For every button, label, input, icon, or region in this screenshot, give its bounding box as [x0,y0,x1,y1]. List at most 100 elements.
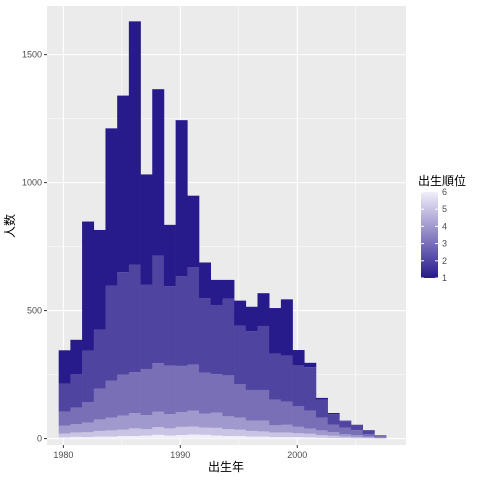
bar-segment-order-3 [128,372,141,414]
bar-segment-order-5 [117,429,130,437]
bar-segment-order-3 [374,436,387,438]
bar-segment-order-2 [175,276,188,366]
bar-segment-order-6 [280,437,293,439]
bar-segment-order-3 [351,430,364,436]
bar-segment-order-1 [199,262,212,299]
bar-segment-order-5 [70,432,83,437]
bar-segment-order-3 [257,389,270,421]
bar-segment-order-4 [315,430,328,436]
bar-segment-order-4 [257,420,270,432]
bar-segment-order-6 [175,435,188,439]
bar-segment-order-1 [117,95,130,273]
bar-segment-order-2 [117,272,130,375]
bar-segment-order-3 [327,424,340,433]
bar-segment-order-5 [374,438,387,439]
bar-segment-order-5 [175,426,188,436]
bar-segment-order-6 [210,435,223,439]
bar-segment-order-4 [140,415,153,430]
bar-segment-order-3 [210,374,223,413]
bar-segment-order-6 [58,437,71,439]
bar-segment-order-4 [187,410,200,427]
bar-segment-order-4 [292,426,305,434]
bar-segment-order-6 [128,436,141,439]
y-tick-label: 500 [27,306,42,316]
bar-segment-order-1 [82,221,95,351]
bar-segment-order-5 [222,429,235,437]
bar-segment-order-1 [93,229,106,330]
bar-segment-order-2 [140,284,153,369]
bar-segment-order-2 [210,304,223,375]
bar-segment-order-5 [315,435,328,438]
bar-segment-order-4 [105,417,118,431]
bar-segment-order-4 [152,411,165,428]
bar-segment-order-1 [163,224,176,287]
bar-segment-order-4 [245,420,258,431]
legend-tick-label: 5 [442,204,447,214]
bar-segment-order-4 [327,432,340,436]
bar-segment-order-6 [304,437,317,439]
bar-segment-order-5 [304,433,317,438]
bar-segment-order-6 [234,436,247,439]
bar-segment-order-6 [82,437,95,439]
bar-segment-order-2 [199,298,212,373]
bar-segment-order-2 [374,435,387,437]
bar-segment-order-6 [187,434,200,439]
bar-segment-order-2 [304,367,317,411]
legend-tick-label: 1 [442,273,447,283]
bar-segment-order-3 [315,417,328,431]
bar-segment-order-6 [199,434,212,439]
bar-segment-order-3 [199,372,212,414]
bar-segment-order-6 [70,436,83,439]
bar-segment-order-5 [269,432,282,438]
bars [58,21,387,439]
bar-segment-order-2 [163,286,176,366]
bar-segment-order-4 [117,415,130,430]
bar-segment-order-1 [304,362,317,368]
bar-segment-order-1 [234,300,247,326]
bar-segment-order-3 [280,401,293,425]
bar-segment-order-5 [280,432,293,438]
bar-segment-order-2 [152,255,165,364]
bar-segment-order-4 [199,413,212,428]
bar-segment-order-2 [93,329,106,389]
bar-segment-order-2 [315,399,328,418]
bar-segment-order-3 [58,411,71,426]
bar-segment-order-5 [105,430,118,437]
bar-segment-order-1 [140,174,153,285]
bar-segment-order-1 [339,420,352,422]
bar-segment-order-2 [70,374,83,408]
bar-segment-order-4 [222,416,235,430]
bar-segment-order-4 [339,433,352,437]
bar-segment-order-4 [304,428,317,434]
bar-segment-order-3 [70,407,83,425]
bar-segment-order-1 [70,339,83,375]
y-tick-label: 1000 [22,178,42,188]
bar-segment-order-4 [58,425,71,434]
bar-segment-order-6 [245,436,258,439]
bar-segment-order-4 [93,419,106,431]
bar-segment-order-1 [128,21,141,265]
bar-segment-order-2 [234,325,247,385]
bar-segment-order-6 [93,436,106,439]
bar-segment-order-5 [93,430,106,437]
bar-segment-order-1 [222,279,235,299]
bar-segment-order-2 [58,383,71,412]
bar-segment-order-2 [292,365,305,407]
bar-segment-order-3 [163,365,176,415]
bar-segment-order-6 [292,437,305,439]
legend-tick-label: 3 [442,239,447,249]
bar-segment-order-1 [105,128,118,286]
bar-segment-order-5 [58,433,71,438]
bar-segment-order-4 [82,422,95,433]
bar-segment-order-5 [257,431,270,437]
bar-segment-order-3 [140,368,153,416]
bar-segment-order-4 [374,437,387,439]
bar-segment-order-6 [315,437,328,439]
bar-segment-order-4 [210,412,223,428]
y-tick-label: 0 [37,434,42,444]
bar-segment-order-1 [269,308,282,354]
legend: 出生順位 1 2 3 4 5 6 [418,173,466,283]
bar-segment-order-5 [339,436,352,439]
bar-segment-order-2 [351,425,364,431]
bar-segment-order-5 [362,437,375,439]
